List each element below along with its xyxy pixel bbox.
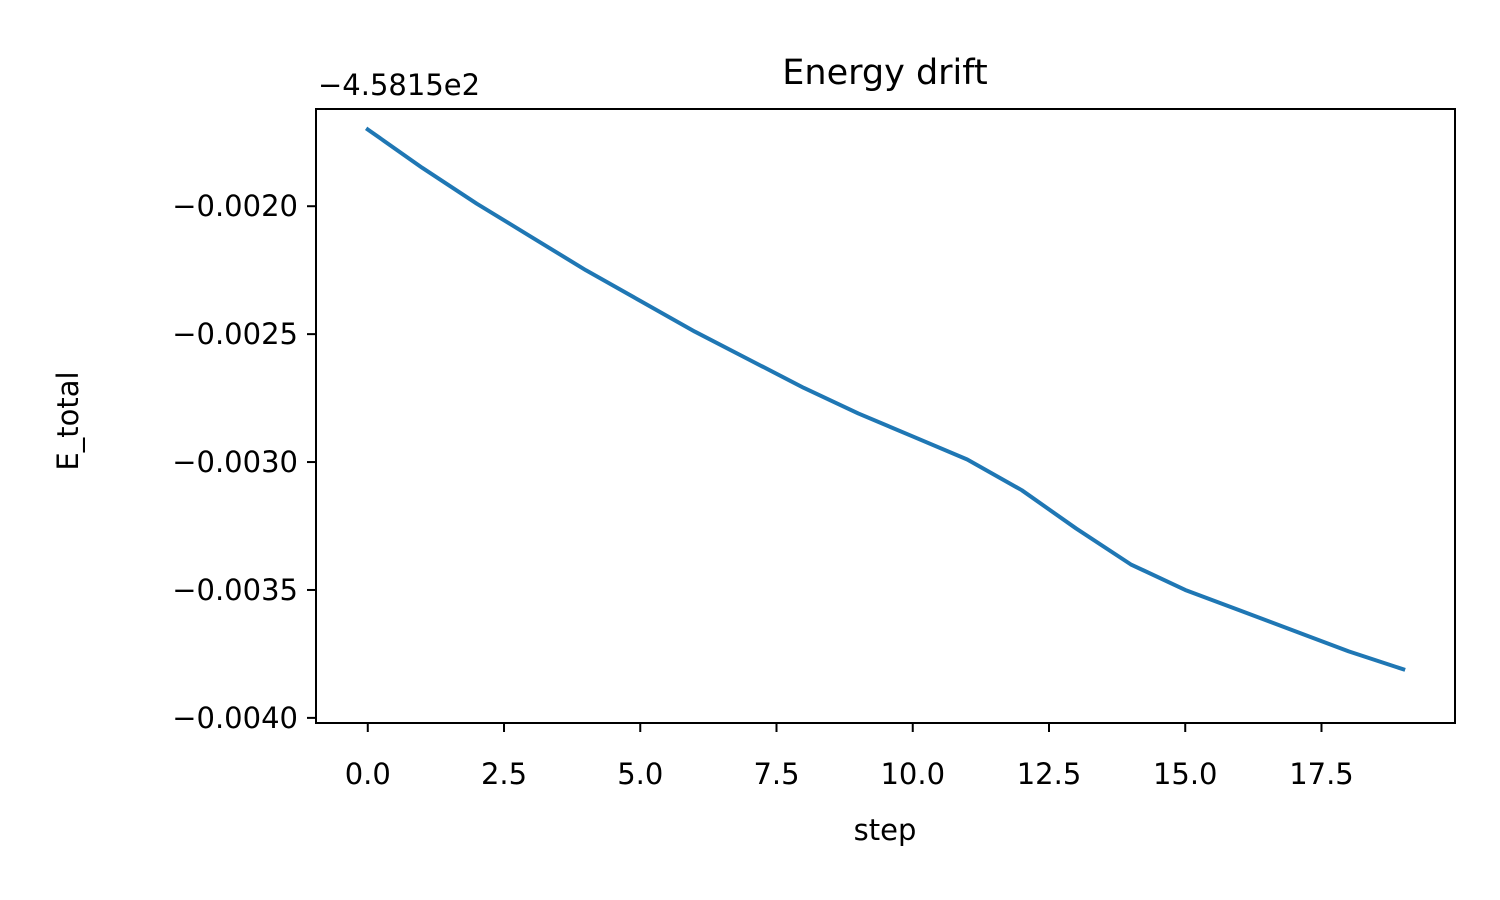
y-tick-label: −0.0035 bbox=[172, 573, 298, 607]
x-tick-label: 10.0 bbox=[880, 757, 945, 791]
y-tick-label: −0.0020 bbox=[172, 189, 298, 223]
x-tick-label: 5.0 bbox=[617, 757, 663, 791]
x-tick-label: 2.5 bbox=[481, 757, 527, 791]
x-tick-label: 0.0 bbox=[345, 757, 391, 791]
y-tick-label: −0.0040 bbox=[172, 701, 298, 735]
x-axis: 0.0 2.5 5.0 7.5 10.0 12.5 15.0 17.5 bbox=[345, 723, 1354, 791]
plot-layer bbox=[364, 126, 1406, 672]
y-tick-label: −0.0030 bbox=[172, 445, 298, 479]
y-offset-text: −4.5815e2 bbox=[318, 68, 480, 102]
x-tick-label: 17.5 bbox=[1289, 757, 1354, 791]
plot-frame bbox=[315, 108, 1456, 724]
chart-title: Energy drift bbox=[782, 53, 987, 93]
x-axis-label: step bbox=[854, 813, 917, 847]
x-tick-label: 15.0 bbox=[1153, 757, 1218, 791]
y-axis: −0.0020 −0.0025 −0.0030 −0.0035 −0.0040 bbox=[172, 189, 316, 735]
y-axis-label: E_total bbox=[51, 371, 85, 470]
series-line-0 bbox=[364, 126, 1406, 672]
x-tick-label: 7.5 bbox=[753, 757, 799, 791]
x-tick-label: 12.5 bbox=[1017, 757, 1082, 791]
y-tick-label: −0.0025 bbox=[172, 317, 298, 351]
